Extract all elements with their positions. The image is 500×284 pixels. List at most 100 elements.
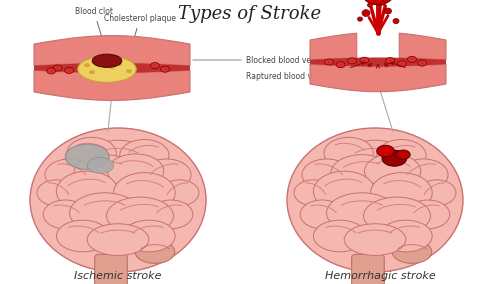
Ellipse shape	[338, 63, 342, 66]
Ellipse shape	[396, 150, 410, 159]
Ellipse shape	[46, 68, 56, 74]
Ellipse shape	[358, 17, 362, 21]
Ellipse shape	[327, 61, 331, 63]
Ellipse shape	[142, 159, 191, 191]
Ellipse shape	[300, 200, 344, 229]
Ellipse shape	[287, 128, 463, 272]
Polygon shape	[310, 57, 446, 66]
Ellipse shape	[56, 171, 118, 212]
Ellipse shape	[400, 62, 404, 65]
Ellipse shape	[399, 159, 448, 191]
Ellipse shape	[294, 180, 333, 206]
Ellipse shape	[362, 0, 394, 5]
Ellipse shape	[380, 1, 386, 5]
Ellipse shape	[377, 145, 394, 157]
Ellipse shape	[87, 224, 149, 255]
Ellipse shape	[364, 197, 430, 235]
Ellipse shape	[420, 62, 424, 64]
Ellipse shape	[67, 69, 71, 72]
Ellipse shape	[377, 139, 426, 171]
Ellipse shape	[120, 139, 169, 171]
Ellipse shape	[392, 240, 432, 263]
Ellipse shape	[410, 58, 414, 60]
Ellipse shape	[84, 63, 90, 67]
Text: Cholesterol plaque: Cholesterol plaque	[104, 14, 176, 69]
Ellipse shape	[398, 61, 406, 67]
Ellipse shape	[350, 60, 354, 62]
Ellipse shape	[324, 59, 334, 65]
Ellipse shape	[74, 155, 136, 191]
Ellipse shape	[84, 140, 152, 181]
Ellipse shape	[314, 171, 375, 212]
Ellipse shape	[99, 59, 105, 63]
Ellipse shape	[108, 154, 164, 189]
Ellipse shape	[382, 150, 406, 166]
FancyBboxPatch shape	[352, 254, 384, 284]
FancyBboxPatch shape	[94, 254, 128, 284]
Ellipse shape	[92, 54, 122, 67]
Polygon shape	[310, 33, 356, 60]
Ellipse shape	[126, 69, 132, 73]
Ellipse shape	[417, 180, 456, 206]
Ellipse shape	[56, 67, 60, 69]
Ellipse shape	[153, 64, 157, 67]
Ellipse shape	[418, 60, 426, 66]
Polygon shape	[34, 63, 190, 73]
Ellipse shape	[386, 58, 394, 64]
Ellipse shape	[64, 67, 74, 73]
Ellipse shape	[122, 220, 175, 252]
Text: Blocked blood vessel: Blocked blood vessel	[246, 55, 326, 64]
Ellipse shape	[30, 128, 206, 272]
Ellipse shape	[324, 137, 373, 169]
Ellipse shape	[67, 137, 116, 169]
Ellipse shape	[163, 68, 167, 70]
Ellipse shape	[160, 66, 170, 72]
Ellipse shape	[368, 3, 372, 7]
Ellipse shape	[362, 59, 366, 62]
Ellipse shape	[109, 65, 115, 69]
Ellipse shape	[408, 56, 416, 62]
Ellipse shape	[360, 57, 369, 63]
Ellipse shape	[314, 220, 366, 252]
Text: Raptured blood vessel: Raptured blood vessel	[246, 72, 332, 80]
Ellipse shape	[135, 240, 175, 263]
Ellipse shape	[89, 70, 95, 74]
Polygon shape	[400, 33, 446, 60]
Ellipse shape	[45, 159, 94, 191]
Ellipse shape	[384, 8, 392, 14]
Ellipse shape	[150, 62, 160, 69]
Ellipse shape	[326, 193, 397, 233]
Ellipse shape	[56, 220, 109, 252]
Ellipse shape	[331, 155, 392, 191]
Ellipse shape	[116, 62, 122, 66]
Polygon shape	[34, 36, 190, 66]
Text: Hemorrhagic stroke: Hemorrhagic stroke	[324, 271, 436, 281]
Ellipse shape	[65, 144, 109, 169]
Ellipse shape	[114, 173, 175, 213]
Ellipse shape	[70, 193, 140, 233]
Ellipse shape	[53, 65, 62, 71]
Ellipse shape	[388, 59, 392, 62]
Text: Blood clot: Blood clot	[75, 7, 113, 51]
Ellipse shape	[106, 197, 174, 235]
Ellipse shape	[364, 154, 421, 189]
Ellipse shape	[393, 18, 399, 24]
Text: Ischemic stroke: Ischemic stroke	[74, 271, 162, 281]
Ellipse shape	[362, 10, 370, 16]
Ellipse shape	[302, 159, 351, 191]
Ellipse shape	[348, 58, 356, 64]
Ellipse shape	[336, 62, 345, 68]
Ellipse shape	[344, 224, 406, 255]
Ellipse shape	[160, 180, 199, 206]
Ellipse shape	[380, 220, 432, 252]
Polygon shape	[310, 64, 446, 92]
Ellipse shape	[370, 173, 432, 213]
Ellipse shape	[37, 180, 76, 206]
Ellipse shape	[43, 200, 87, 229]
Ellipse shape	[87, 158, 114, 173]
Ellipse shape	[149, 200, 193, 229]
Ellipse shape	[342, 140, 408, 181]
Ellipse shape	[78, 56, 136, 82]
Text: Types of Stroke: Types of Stroke	[178, 5, 322, 23]
Ellipse shape	[406, 200, 450, 229]
